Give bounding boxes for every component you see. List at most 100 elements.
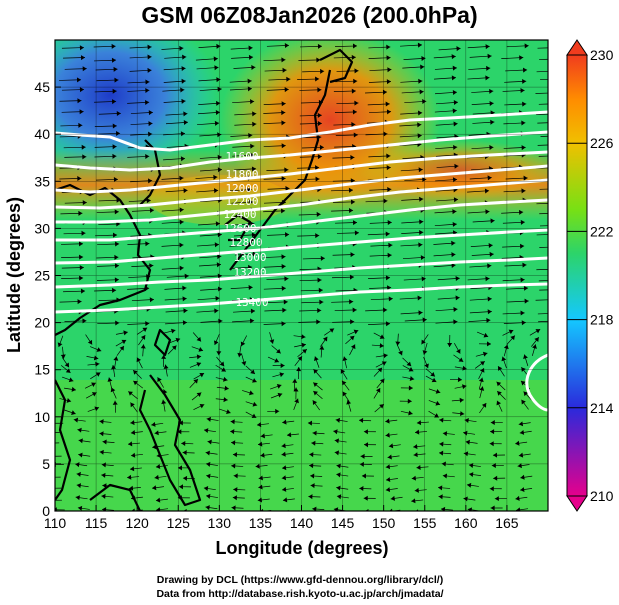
streamline-arrowhead [157, 377, 162, 383]
streamline-arrowhead [252, 401, 258, 407]
streamline-arrowhead [419, 219, 424, 225]
streamline-arrowhead [250, 143, 255, 149]
streamline-arrowhead [503, 344, 509, 350]
streamline-arrowhead [555, 232, 559, 237]
streamline-arrowhead [422, 99, 427, 105]
y-tick-label: 25 [34, 268, 50, 284]
streamline-arrowhead [182, 450, 187, 456]
y-tick-label: 20 [34, 315, 50, 331]
streamline-arrowhead [73, 417, 79, 423]
streamline [539, 188, 548, 190]
streamline-arrowhead [282, 486, 287, 492]
streamline-arrowhead [179, 219, 184, 225]
streamline-arrowhead [417, 295, 422, 301]
streamline-arrowhead [223, 397, 228, 403]
streamline-arrowhead [489, 486, 494, 492]
streamline-arrowhead [49, 486, 53, 491]
streamline-arrowhead [451, 54, 456, 60]
streamline-arrowhead [351, 121, 356, 127]
streamline-arrowhead [523, 175, 528, 181]
streamline-arrowhead [213, 188, 219, 194]
streamline-arrowhead [309, 452, 314, 458]
streamline-arrowhead [223, 376, 228, 382]
streamline-arrowhead [419, 229, 424, 235]
streamline-arrowhead [453, 197, 459, 203]
streamline-arrowhead [480, 361, 485, 366]
streamline-arrowhead [142, 327, 148, 333]
streamline-arrowhead [556, 311, 560, 316]
streamline-arrowhead [193, 379, 198, 384]
streamline-arrowhead [281, 254, 286, 260]
streamline-arrowhead [417, 122, 422, 128]
streamline-arrowhead [490, 218, 495, 224]
streamline-arrowhead [75, 495, 80, 501]
streamline-arrowhead [130, 452, 136, 458]
streamline-arrowhead [181, 66, 186, 72]
streamline-arrowhead [248, 45, 253, 51]
streamline-arrowhead [214, 65, 219, 71]
streamline-arrowhead [276, 348, 281, 354]
colorbar-bottom-arrow [566, 495, 588, 512]
streamline-arrowhead [77, 505, 83, 511]
streamline-arrowhead [385, 418, 390, 424]
streamline-arrowhead [231, 440, 236, 446]
streamline-arrowhead [154, 430, 159, 436]
streamline-arrowhead [420, 64, 425, 70]
streamline-arrowhead [464, 418, 469, 424]
streamline-arrowhead [363, 495, 368, 501]
streamline-arrowhead [520, 487, 525, 493]
streamline-arrowhead [284, 167, 289, 173]
streamline-arrowhead [136, 357, 142, 363]
streamline-arrowhead [310, 473, 315, 479]
streamline-arrowhead [406, 361, 412, 367]
streamline-arrowhead [319, 144, 324, 150]
streamline-arrowhead [451, 240, 456, 246]
streamline-arrowhead [252, 251, 257, 257]
streamline-arrowhead [221, 367, 226, 372]
streamline-arrowhead [319, 299, 324, 305]
x-tick-label: 130 [208, 515, 232, 531]
streamline-arrowhead [334, 438, 340, 444]
streamline-arrowhead [318, 287, 323, 293]
streamline-arrowhead [78, 122, 83, 128]
contour-line [55, 178, 548, 224]
streamline-arrowhead [354, 230, 359, 236]
streamline-arrowhead [281, 120, 286, 126]
streamline-arrowhead [489, 145, 494, 151]
streamline-arrowhead [177, 429, 182, 435]
streamline-arrowhead [163, 364, 169, 369]
contour-label: 13000 [233, 251, 266, 264]
contour-label: 11800 [225, 168, 258, 181]
streamline-arrowhead [282, 307, 287, 313]
streamline-arrowhead [251, 232, 256, 238]
grid-lines [55, 40, 548, 511]
coastline-borneo [89, 483, 141, 511]
streamline-arrowhead [438, 494, 443, 500]
streamline-arrowhead [354, 100, 359, 106]
streamline-arrowhead [439, 417, 444, 423]
streamline-arrowhead [119, 345, 124, 351]
streamline-arrowhead [260, 452, 265, 458]
streamline-arrowhead [301, 334, 306, 340]
plot-area: 1160011800120001220012400126001280013000… [49, 40, 560, 511]
streamline-arrowhead [250, 221, 255, 227]
streamline-arrowhead [112, 287, 117, 293]
colorbar-tick-label: 214 [590, 400, 614, 416]
streamline-arrowhead [216, 43, 221, 49]
streamline-arrowhead [418, 110, 423, 116]
streamline-arrowhead [77, 175, 82, 181]
streamline-arrowhead [354, 68, 359, 74]
streamline-arrowhead [50, 454, 54, 459]
streamline-arrowhead [196, 392, 202, 397]
y-tick-label: 30 [34, 220, 50, 236]
y-tick-label: 15 [34, 362, 50, 378]
streamline-arrowhead [382, 89, 388, 95]
streamline-arrowhead [387, 220, 392, 226]
streamline-arrowhead [418, 167, 423, 173]
streamline-arrowhead [494, 496, 499, 502]
streamline-arrowhead [111, 365, 117, 370]
streamline-arrowhead [490, 420, 495, 426]
streamline-arrowhead [57, 342, 63, 347]
coastline-taiwan [153, 328, 172, 357]
streamline-arrowhead [112, 88, 117, 94]
